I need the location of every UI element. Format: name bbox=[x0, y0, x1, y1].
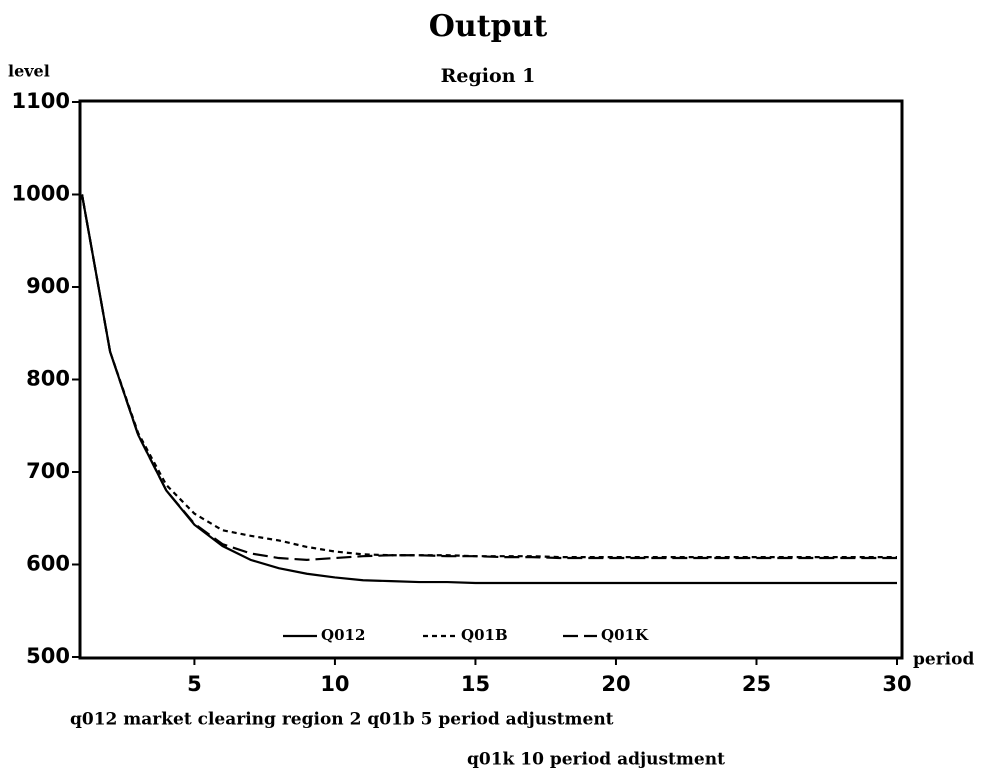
x-tick-label: 25 bbox=[742, 672, 771, 696]
y-tick-label: 500 bbox=[26, 644, 70, 668]
y-axis-label: level bbox=[8, 62, 50, 81]
x-axis-label: period bbox=[913, 650, 974, 670]
chart-title: Output bbox=[429, 9, 548, 44]
series-line bbox=[80, 194, 897, 561]
y-tick-label: 700 bbox=[26, 459, 70, 483]
y-tick-label: 1100 bbox=[12, 89, 70, 113]
x-tick-label: 10 bbox=[320, 672, 349, 696]
y-tick-label: 1000 bbox=[12, 182, 70, 206]
y-tick-label: 900 bbox=[26, 274, 70, 298]
annotation: q01k 10 period adjustment bbox=[467, 750, 725, 770]
y-tick-label: 800 bbox=[26, 367, 70, 391]
legend-label: Q01K bbox=[601, 626, 649, 644]
x-tick-label: 20 bbox=[601, 672, 630, 696]
series-line bbox=[80, 194, 897, 585]
y-tick-label: 600 bbox=[26, 552, 70, 576]
series-line bbox=[80, 194, 897, 559]
legend-label: Q01B bbox=[461, 626, 508, 644]
annotation: q012 market clearing region 2 q01b 5 per… bbox=[70, 710, 614, 730]
x-tick-label: 15 bbox=[461, 672, 490, 696]
legend-label: Q012 bbox=[321, 626, 365, 644]
x-tick-label: 30 bbox=[882, 672, 911, 696]
x-tick-label: 5 bbox=[187, 672, 202, 696]
plot-frame bbox=[78, 99, 904, 660]
chart-subtitle: Region 1 bbox=[441, 65, 536, 87]
